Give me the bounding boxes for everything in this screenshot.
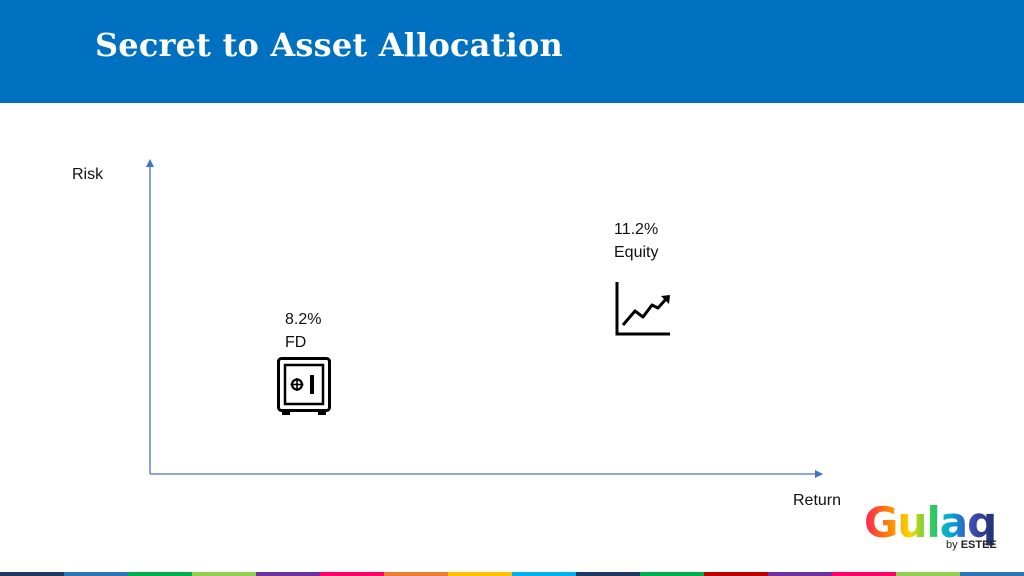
footer-strip-segment xyxy=(0,572,64,576)
line-chart-icon xyxy=(614,282,672,343)
footer-strip-segment xyxy=(896,572,960,576)
footer-strip-segment xyxy=(128,572,192,576)
logo-byline: by ESTEE xyxy=(946,539,997,551)
y-axis-label: Risk xyxy=(72,166,104,183)
footer-color-strip xyxy=(0,572,1024,576)
header-bar: Secret to Asset Allocation xyxy=(0,0,1024,103)
equity-return-value: 11.2% xyxy=(614,221,659,238)
footer-strip-segment xyxy=(384,572,448,576)
gulaq-logo-word: Gulaq xyxy=(864,498,997,547)
footer-strip-segment xyxy=(64,572,128,576)
fd-label: FD xyxy=(285,334,307,351)
footer-strip-segment xyxy=(256,572,320,576)
footer-strip-segment xyxy=(832,572,896,576)
gulaq-logo: Gulaq by ESTEE xyxy=(864,500,1004,554)
logo-by-prefix: by xyxy=(946,539,958,551)
x-axis-label: Return xyxy=(793,492,842,509)
fd-return-value: 8.2% xyxy=(285,311,322,328)
footer-strip-segment xyxy=(640,572,704,576)
footer-strip-segment xyxy=(320,572,384,576)
equity-label: Equity xyxy=(614,244,659,261)
footer-strip-segment xyxy=(768,572,832,576)
footer-strip-segment xyxy=(576,572,640,576)
safe-icon xyxy=(277,357,333,422)
slide-title: Secret to Asset Allocation xyxy=(95,26,563,64)
footer-strip-segment xyxy=(192,572,256,576)
footer-strip-segment xyxy=(512,572,576,576)
footer-strip-segment xyxy=(448,572,512,576)
logo-brand: ESTEE xyxy=(960,539,997,551)
footer-strip-segment xyxy=(704,572,768,576)
footer-strip-segment xyxy=(960,572,1024,576)
